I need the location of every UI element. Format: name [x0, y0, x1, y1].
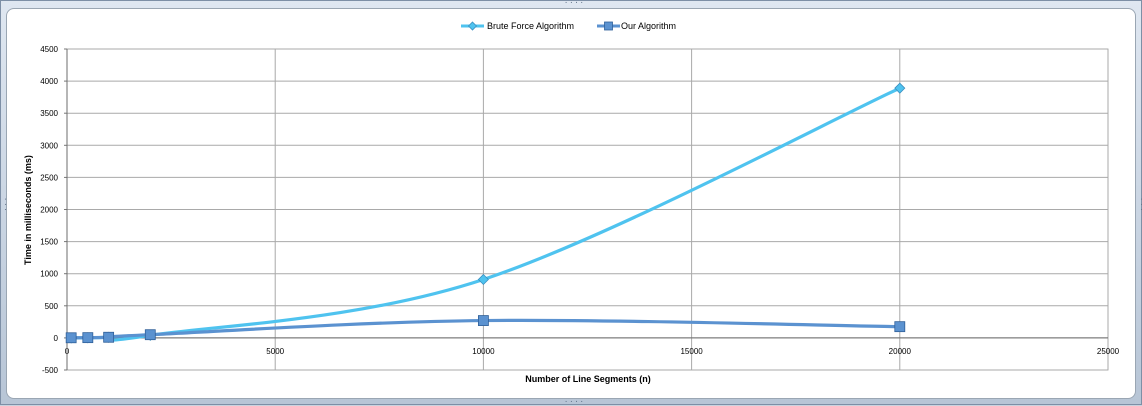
resize-handle-top[interactable]: ····: [564, 0, 585, 7]
x-axis-title: Number of Line Segments (n): [525, 374, 651, 384]
data-point-square: [477, 315, 489, 326]
data-point-square: [103, 331, 115, 343]
data-point-diamond: [894, 82, 906, 94]
y-tick-label: 1000: [40, 270, 58, 279]
x-tick-label: 20000: [889, 347, 912, 356]
resize-handle-right[interactable]: ···: [1137, 197, 1142, 213]
legend-label: Brute Force Algorithm: [487, 21, 574, 31]
y-tick-label: 4000: [40, 77, 58, 86]
data-point-square: [894, 321, 906, 333]
legend-marker: [467, 21, 478, 31]
series-1: [65, 315, 906, 344]
y-tick-label: 1500: [40, 238, 58, 247]
y-tick-label: 2500: [40, 173, 58, 182]
y-tick-label: 3500: [40, 109, 58, 118]
x-tick-label: 15000: [680, 347, 703, 356]
legend-entry: Brute Force Algorithm: [461, 21, 574, 31]
legend-marker: [604, 21, 613, 31]
y-tick-label: 3000: [40, 141, 58, 150]
data-point-diamond: [477, 273, 489, 286]
y-axis-title: Time in milliseconds (ms): [23, 155, 33, 265]
x-tick-label: 5000: [266, 347, 284, 356]
data-point-square: [65, 332, 77, 344]
x-tick-label: 10000: [472, 347, 495, 356]
y-tick-label: -500: [42, 366, 59, 375]
series-line: [69, 86, 902, 342]
y-tick-label: 4500: [40, 45, 58, 54]
resize-handle-left[interactable]: ···: [1, 197, 9, 213]
resize-handle-bottom[interactable]: ····: [564, 398, 585, 406]
legend-label: Our Algorithm: [621, 21, 676, 31]
y-tick-label: 500: [45, 302, 59, 311]
y-tick-label: 2000: [40, 206, 58, 215]
series-layer: [65, 82, 906, 344]
y-tick-label: 0: [54, 334, 59, 343]
legend: Brute Force Algorithm Our Algorithm: [461, 21, 676, 31]
legend-entry: Our Algorithm: [597, 21, 676, 31]
x-tick-label: 25000: [1097, 347, 1120, 356]
data-point-square: [82, 332, 94, 344]
axes: -500 0 500 1000 1500 2000 2500 3000 3500 4000 4500…: [40, 45, 1119, 375]
data-point-square: [144, 329, 156, 341]
series-0: [65, 82, 906, 344]
